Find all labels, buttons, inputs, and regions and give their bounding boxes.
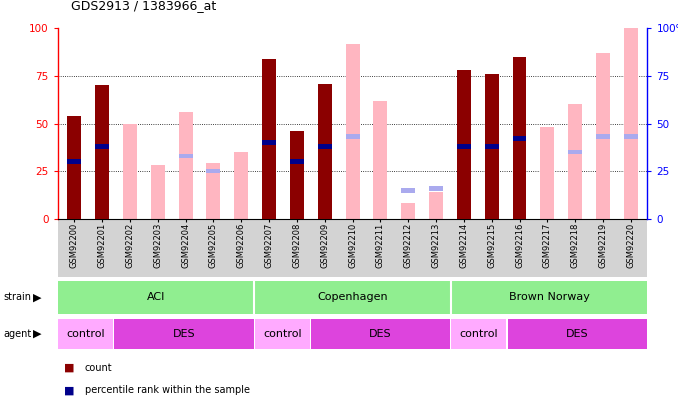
Bar bbox=[290, 131, 304, 219]
Text: strain: strain bbox=[3, 292, 31, 302]
Bar bbox=[457, 70, 471, 219]
Bar bbox=[540, 127, 555, 219]
Bar bbox=[485, 144, 498, 149]
Bar bbox=[346, 44, 359, 219]
Text: percentile rank within the sample: percentile rank within the sample bbox=[85, 385, 250, 395]
Bar bbox=[457, 144, 471, 149]
Text: ■: ■ bbox=[64, 363, 75, 373]
Text: Brown Norway: Brown Norway bbox=[508, 292, 590, 302]
Bar bbox=[207, 169, 220, 173]
Text: control: control bbox=[66, 329, 105, 339]
Text: ▶: ▶ bbox=[33, 292, 41, 302]
Bar bbox=[151, 165, 165, 219]
Bar bbox=[568, 104, 582, 219]
Text: Copenhagen: Copenhagen bbox=[317, 292, 388, 302]
Bar bbox=[262, 140, 276, 145]
Bar bbox=[95, 85, 109, 219]
Bar bbox=[513, 136, 526, 141]
Bar bbox=[207, 164, 220, 219]
Bar bbox=[123, 124, 137, 219]
Bar bbox=[318, 83, 332, 219]
Text: control: control bbox=[263, 329, 302, 339]
Bar bbox=[485, 74, 498, 219]
Bar bbox=[311, 319, 450, 349]
Bar bbox=[401, 203, 415, 219]
Bar bbox=[115, 319, 254, 349]
Bar bbox=[624, 28, 638, 219]
Bar bbox=[374, 101, 387, 219]
Bar bbox=[429, 192, 443, 219]
Bar bbox=[262, 59, 276, 219]
Bar bbox=[452, 319, 506, 349]
Bar bbox=[179, 153, 193, 158]
Bar bbox=[235, 152, 248, 219]
Bar bbox=[346, 134, 359, 139]
Bar bbox=[255, 319, 310, 349]
Text: ▶: ▶ bbox=[33, 329, 41, 339]
Text: agent: agent bbox=[3, 329, 32, 339]
Text: DES: DES bbox=[173, 329, 195, 339]
Bar bbox=[508, 319, 647, 349]
Text: count: count bbox=[85, 363, 113, 373]
Text: GDS2913 / 1383966_at: GDS2913 / 1383966_at bbox=[71, 0, 216, 12]
Bar bbox=[596, 53, 610, 219]
Bar bbox=[596, 134, 610, 139]
Text: ACI: ACI bbox=[146, 292, 165, 302]
Bar bbox=[318, 144, 332, 149]
Bar bbox=[624, 134, 638, 139]
Bar bbox=[58, 319, 113, 349]
Text: DES: DES bbox=[370, 329, 392, 339]
Text: DES: DES bbox=[566, 329, 589, 339]
Bar bbox=[429, 186, 443, 191]
Bar bbox=[401, 188, 415, 192]
Text: control: control bbox=[460, 329, 498, 339]
Bar bbox=[95, 144, 109, 149]
Bar bbox=[67, 159, 81, 164]
Text: ■: ■ bbox=[64, 385, 75, 395]
Bar bbox=[179, 112, 193, 219]
Bar bbox=[568, 150, 582, 154]
Bar bbox=[513, 57, 526, 219]
Bar bbox=[290, 159, 304, 164]
Bar bbox=[67, 116, 81, 219]
